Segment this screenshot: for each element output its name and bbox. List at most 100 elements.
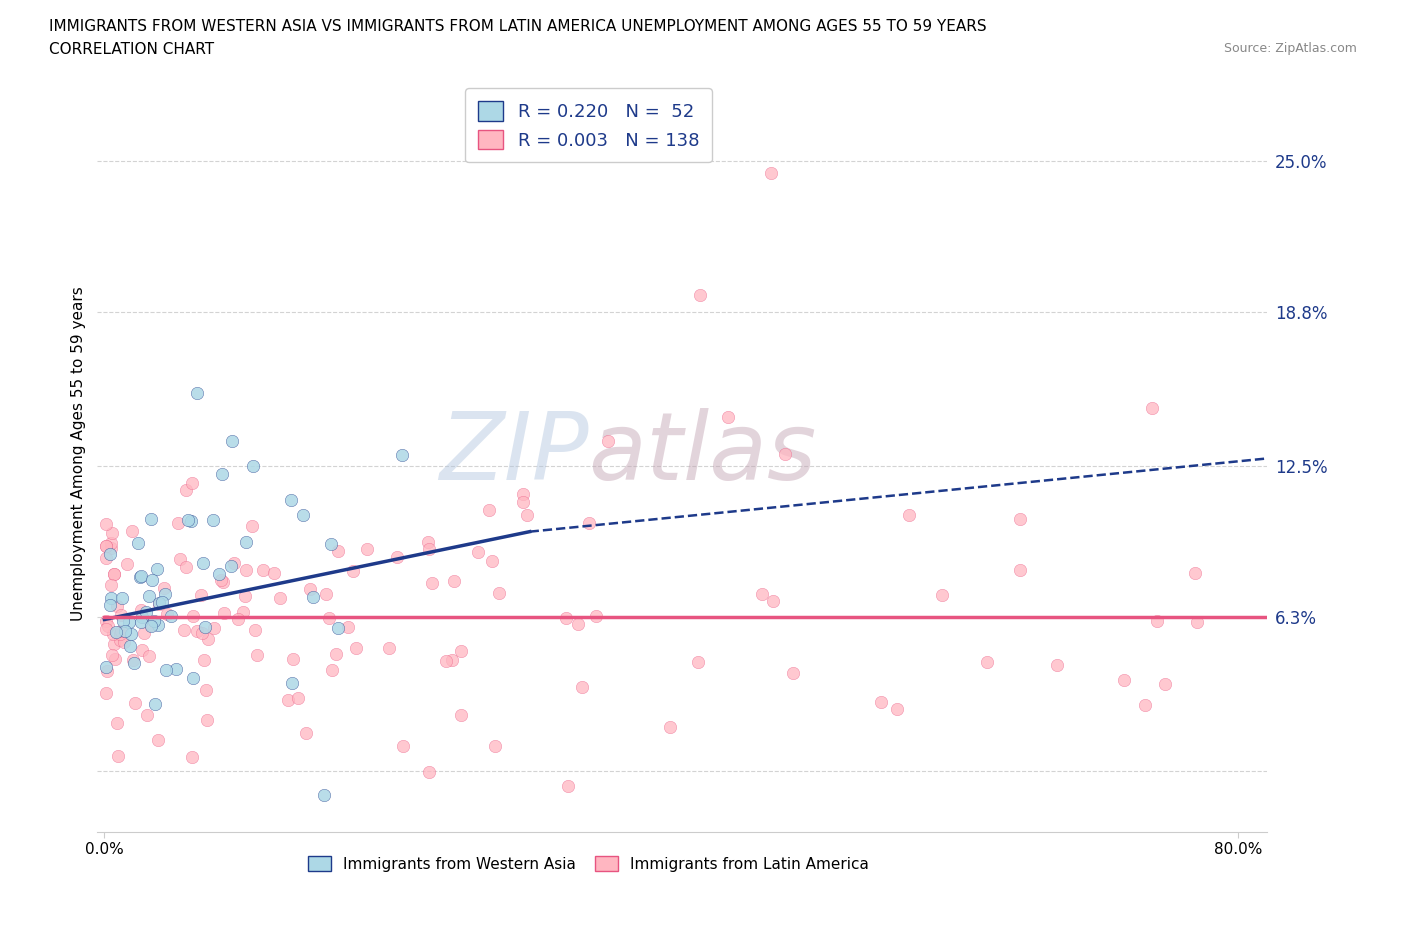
Point	[336, 619, 359, 634]
Point	[94, 622, 117, 637]
Point	[118, 639, 141, 654]
Point	[484, 739, 506, 754]
Point	[235, 535, 257, 550]
Point	[190, 588, 212, 603]
Point	[103, 566, 125, 581]
Point	[976, 655, 998, 670]
Point	[124, 696, 146, 711]
Point	[214, 605, 236, 620]
Point	[578, 516, 600, 531]
Point	[418, 541, 440, 556]
Point	[141, 512, 163, 526]
Point	[186, 385, 208, 400]
Point	[190, 626, 212, 641]
Point	[328, 620, 350, 635]
Point	[689, 287, 711, 302]
Point	[110, 632, 132, 647]
Point	[122, 653, 145, 668]
Point	[242, 458, 264, 473]
Point	[148, 596, 170, 611]
Point	[1187, 615, 1209, 630]
Point	[180, 513, 202, 528]
Text: atlas: atlas	[589, 408, 817, 499]
Point	[156, 606, 179, 621]
Point	[315, 587, 337, 602]
Point	[202, 620, 225, 635]
Point	[103, 566, 125, 581]
Point	[596, 434, 619, 449]
Point	[138, 648, 160, 663]
Point	[98, 597, 121, 612]
Point	[762, 593, 785, 608]
Point	[291, 507, 314, 522]
Point	[450, 708, 472, 723]
Point	[94, 538, 117, 553]
Point	[450, 644, 472, 658]
Point	[1140, 400, 1163, 415]
Point	[141, 618, 163, 633]
Point	[166, 515, 188, 530]
Point	[104, 652, 127, 667]
Point	[131, 642, 153, 657]
Point	[416, 535, 439, 550]
Point	[420, 575, 443, 590]
Point	[139, 618, 162, 632]
Point	[112, 635, 135, 650]
Point	[1046, 658, 1069, 672]
Point	[100, 591, 122, 605]
Point	[211, 467, 233, 482]
Point	[96, 664, 118, 679]
Point	[512, 486, 534, 501]
Point	[886, 701, 908, 716]
Point	[516, 508, 538, 523]
Point	[232, 605, 254, 620]
Point	[295, 725, 318, 740]
Point	[201, 512, 224, 527]
Point	[129, 615, 152, 630]
Point	[94, 516, 117, 531]
Point	[159, 609, 181, 624]
Point	[325, 646, 347, 661]
Point	[110, 623, 132, 638]
Point	[281, 676, 304, 691]
Point	[751, 587, 773, 602]
Point	[467, 545, 489, 560]
Point	[571, 679, 593, 694]
Point	[103, 626, 125, 641]
Point	[299, 582, 322, 597]
Point	[194, 619, 217, 634]
Point	[169, 551, 191, 566]
Point	[277, 693, 299, 708]
Text: ZIP: ZIP	[439, 408, 589, 499]
Point	[1184, 566, 1206, 581]
Point	[287, 690, 309, 705]
Point	[1112, 672, 1135, 687]
Point	[195, 712, 218, 727]
Point	[263, 565, 285, 580]
Point	[107, 749, 129, 764]
Point	[235, 563, 257, 578]
Point	[302, 590, 325, 604]
Point	[246, 647, 269, 662]
Y-axis label: Unemployment Among Ages 55 to 59 years: Unemployment Among Ages 55 to 59 years	[72, 286, 86, 621]
Point	[135, 604, 157, 619]
Point	[488, 586, 510, 601]
Point	[759, 166, 782, 180]
Point	[344, 641, 367, 656]
Point	[356, 541, 378, 556]
Point	[481, 554, 503, 569]
Point	[104, 625, 127, 640]
Point	[174, 560, 197, 575]
Point	[221, 559, 243, 574]
Point	[326, 543, 349, 558]
Point	[114, 624, 136, 639]
Point	[96, 659, 118, 674]
Text: CORRELATION CHART: CORRELATION CHART	[49, 42, 214, 57]
Point	[177, 512, 200, 527]
Point	[269, 591, 291, 605]
Point	[440, 653, 463, 668]
Point	[197, 631, 219, 646]
Point	[194, 683, 217, 698]
Point	[129, 568, 152, 583]
Point	[131, 609, 153, 624]
